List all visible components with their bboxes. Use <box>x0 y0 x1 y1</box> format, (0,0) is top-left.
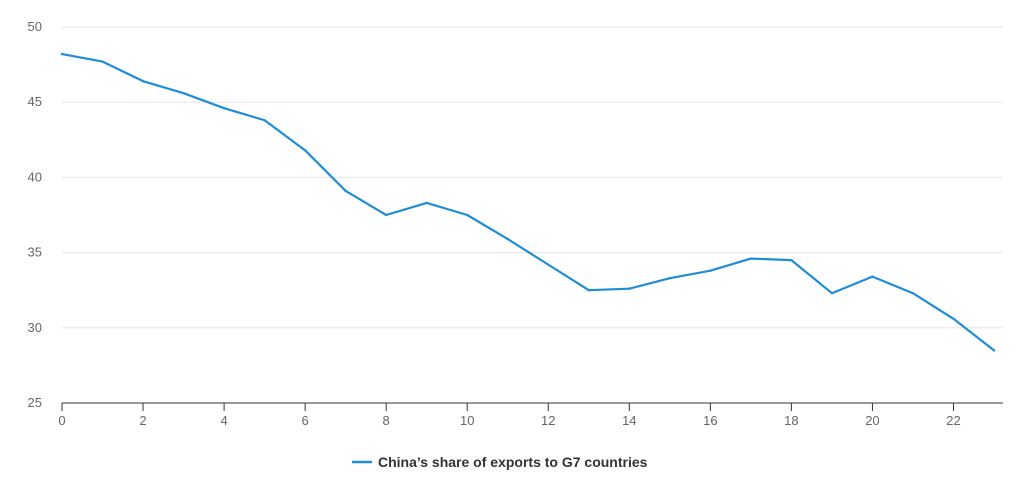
data-point[interactable] <box>141 79 145 83</box>
data-point[interactable] <box>60 52 64 56</box>
x-tick-label: 20 <box>865 413 879 428</box>
data-point[interactable] <box>182 91 185 95</box>
x-tick-label: 14 <box>622 413 636 428</box>
y-tick-label: 45 <box>28 94 42 109</box>
data-point[interactable] <box>547 263 550 266</box>
y-tick-label: 30 <box>28 320 42 335</box>
x-tick-label: 4 <box>220 413 227 428</box>
y-tick-label: 50 <box>28 19 42 34</box>
data-point[interactable] <box>101 60 104 63</box>
data-point[interactable] <box>668 276 672 280</box>
x-tick-label: 16 <box>703 413 717 428</box>
grid-lines <box>62 26 1003 329</box>
x-tick-label: 6 <box>302 413 309 428</box>
legend-label: China’s share of exports to G7 countries <box>378 454 648 470</box>
data-point[interactable] <box>709 269 712 272</box>
data-point[interactable] <box>425 201 428 205</box>
data-point[interactable] <box>911 292 915 295</box>
x-axis: 0 2 4 6 8 10 12 14 16 18 20 22 <box>58 402 1003 428</box>
y-tick-label: 35 <box>28 245 42 260</box>
data-point[interactable] <box>466 213 469 217</box>
x-tick-label: 8 <box>383 413 390 428</box>
x-tick-label: 0 <box>58 413 65 428</box>
x-tick-label: 22 <box>946 413 960 428</box>
y-tick-label: 25 <box>28 395 42 410</box>
data-point[interactable] <box>992 349 996 352</box>
data-point[interactable] <box>222 107 226 110</box>
data-point[interactable] <box>344 189 347 193</box>
data-point[interactable] <box>587 289 590 292</box>
data-point[interactable] <box>303 149 307 152</box>
data-point[interactable] <box>790 258 793 262</box>
data-point[interactable] <box>384 213 388 217</box>
data-point[interactable] <box>628 287 631 290</box>
series-group <box>60 52 996 352</box>
data-point[interactable] <box>952 317 955 320</box>
data-point[interactable] <box>749 257 753 260</box>
data-point[interactable] <box>263 119 266 122</box>
x-tick-label: 10 <box>460 413 474 428</box>
x-tick-label: 18 <box>784 413 798 428</box>
legend[interactable]: China’s share of exports to G7 countries <box>352 454 648 470</box>
y-axis-ticks: 25 30 35 40 45 50 <box>28 19 42 410</box>
x-tick-label: 12 <box>541 413 555 428</box>
data-point[interactable] <box>506 237 509 241</box>
data-point[interactable] <box>830 292 834 295</box>
y-tick-label: 40 <box>28 169 42 184</box>
data-point[interactable] <box>871 275 874 278</box>
series-line-0[interactable] <box>60 52 996 352</box>
x-tick-label: 2 <box>139 413 146 428</box>
